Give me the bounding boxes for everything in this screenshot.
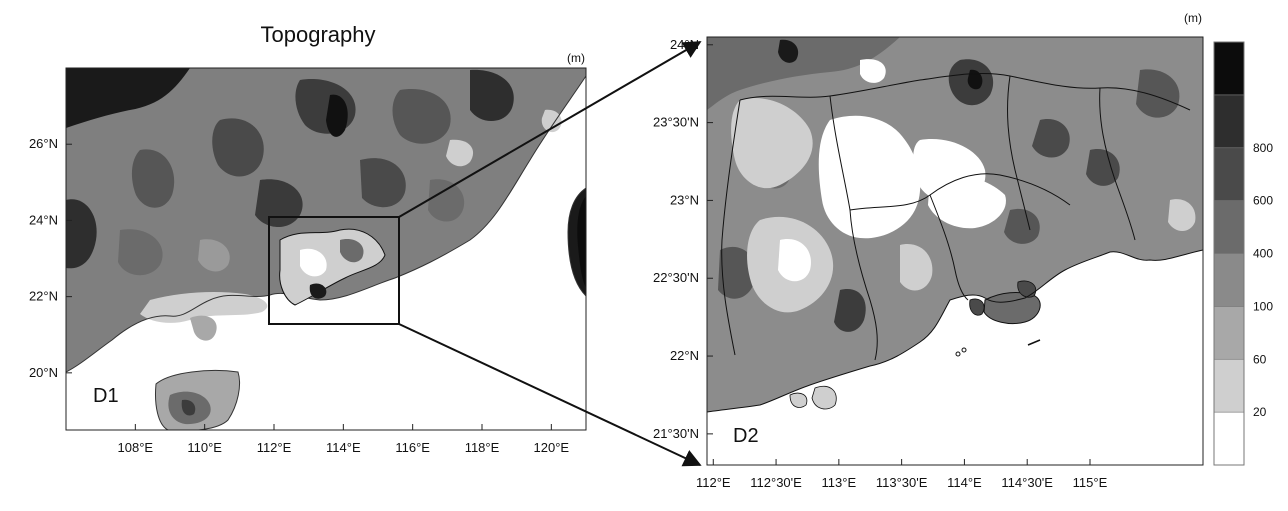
colorbar-swatch	[1213, 94, 1245, 149]
d2-y-tick-label: 23°30'N	[653, 115, 699, 130]
d2-y-tick-label: 23°N	[670, 192, 699, 207]
elevation-colorbar: 20 60 100 400 600 800	[1213, 41, 1273, 466]
d2-island-hk	[983, 292, 1041, 325]
colorbar-swatch	[1213, 253, 1245, 307]
d2-x-tick-label: 113°E	[822, 475, 857, 490]
d1-x-tick-label: 110°E	[187, 440, 222, 455]
d2-y-tick-label: 21°30'N	[653, 426, 699, 441]
colorbar-level-label: 60	[1253, 352, 1267, 366]
d2-x-tick-label: 115°E	[1073, 475, 1108, 490]
d2-extent-box	[268, 216, 400, 325]
d1-x-tick-label: 118°E	[465, 440, 500, 455]
d1-y-tick-label: 20°N	[29, 365, 58, 380]
colorbar-level-label: 800	[1253, 141, 1273, 155]
d1-x-tick-label: 116°E	[395, 440, 430, 455]
colorbar-swatch	[1213, 41, 1245, 96]
d1-x-tick-label: 108°E	[118, 440, 154, 455]
colorbar-swatch	[1213, 147, 1245, 201]
d2-y-tick-label: 24°N	[670, 37, 699, 52]
d1-x-axis: 108°E 110°E 112°E 114°E 116°E 118°E 120°E	[118, 424, 570, 455]
figure-title: Topography	[261, 22, 376, 47]
colorbar-swatch	[1213, 200, 1245, 254]
unit-label-left: (m)	[567, 51, 585, 65]
d1-map-panel: D1 108°E 110°E 112°E 114°E 116°E 118°E 120°E 2…	[29, 67, 587, 455]
d2-x-tick-label: 112°30'E	[750, 475, 802, 490]
d1-x-tick-label: 114°E	[326, 440, 361, 455]
d1-x-tick-label: 120°E	[534, 440, 570, 455]
d2-y-tick-label: 22°30'N	[653, 270, 699, 285]
colorbar-level-label: 20	[1253, 405, 1267, 419]
d2-x-tick-label: 114°30'E	[1001, 475, 1053, 490]
zoom-arrow-top	[398, 41, 702, 218]
colorbar-level-label: 400	[1253, 247, 1273, 261]
d2-y-axis: 24°N 23°30'N 23°N 22°30'N 22°N 21°30'N	[653, 37, 713, 441]
d2-map-panel: D2 112°E 112°30'E 113°E 113°30'E 114°E 114°30…	[653, 36, 1204, 490]
unit-label-right: (m)	[1184, 11, 1202, 25]
colorbar-swatch	[1213, 306, 1245, 360]
d1-y-tick-label: 22°N	[29, 289, 58, 304]
d1-y-axis: 26°N 24°N 22°N 20°N	[29, 136, 72, 380]
d2-domain-label: D2	[733, 425, 759, 447]
colorbar-swatch	[1213, 411, 1245, 466]
d2-x-tick-label: 114°E	[947, 475, 982, 490]
d1-domain-label: D1	[93, 385, 119, 407]
d1-x-tick-label: 112°E	[257, 440, 292, 455]
d2-y-tick-label: 22°N	[670, 348, 699, 363]
colorbar-swatch	[1213, 358, 1245, 413]
d1-y-tick-label: 26°N	[29, 136, 58, 151]
d2-x-axis: 112°E 112°30'E 113°E 113°30'E 114°E 114°30'E 1…	[696, 459, 1108, 490]
d2-x-tick-label: 112°E	[696, 475, 731, 490]
zoom-arrow-bottom	[398, 323, 702, 467]
d1-y-tick-label: 24°N	[29, 212, 58, 227]
d2-x-tick-label: 113°30'E	[876, 475, 928, 490]
colorbar-level-label: 100	[1253, 299, 1273, 313]
colorbar-level-label: 600	[1253, 194, 1273, 208]
